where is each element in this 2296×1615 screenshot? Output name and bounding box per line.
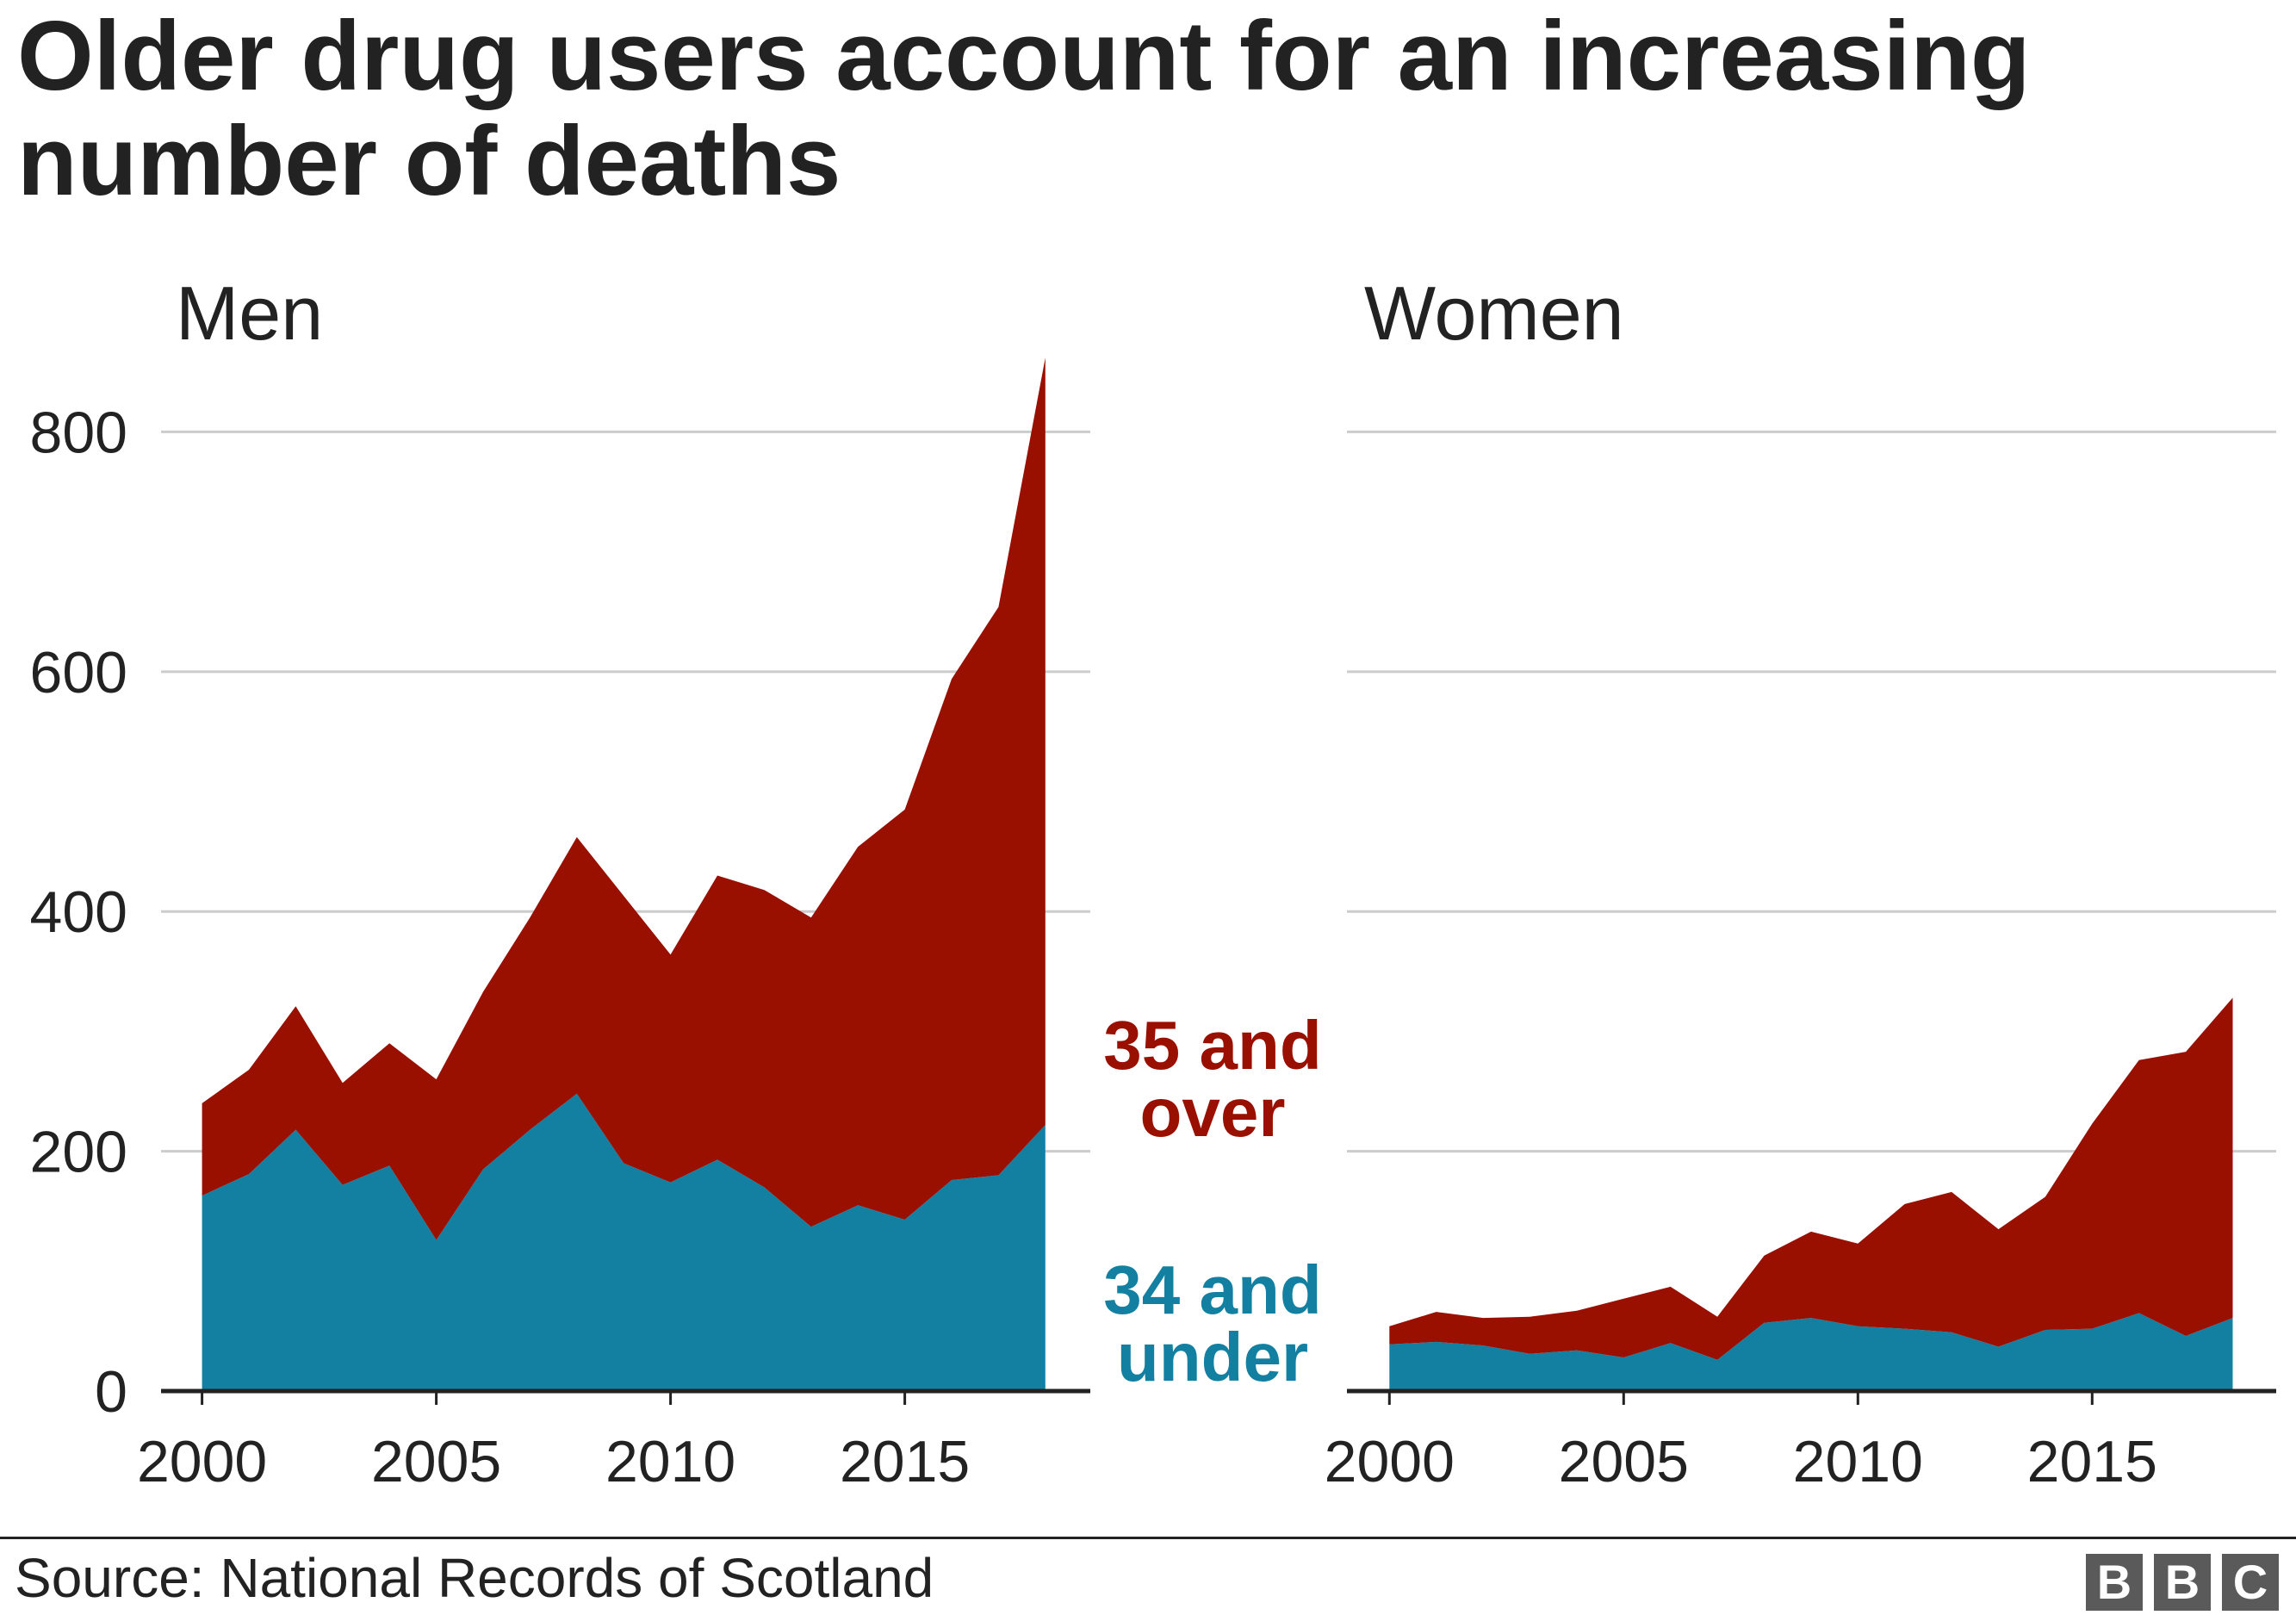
- y-tick-label-600: 600: [30, 640, 127, 705]
- y-tick-label-200: 200: [30, 1120, 127, 1185]
- x-tick-label-2010: 2010: [605, 1429, 735, 1494]
- area-35-and-over: [202, 357, 1046, 1240]
- series-label-34-and-under: 34 and under: [1103, 1252, 1322, 1395]
- x-tick-label-2000: 2000: [1325, 1429, 1455, 1494]
- x-tick-label-2015: 2015: [840, 1429, 970, 1494]
- y-tick-label-800: 800: [30, 400, 127, 465]
- x-tick-label-2005: 2005: [371, 1429, 501, 1494]
- chart-panel-men: 2000 2005 2010 2015 0 200 400 600 800: [30, 357, 1090, 1494]
- source-note: Source: National Records of Scotland: [15, 1547, 934, 1609]
- x-tick-label-2010: 2010: [1793, 1429, 1923, 1494]
- chart-panel-women: 2000 2005 2010 2015: [1325, 430, 2276, 1494]
- logo-letter-b-first: B: [2086, 1554, 2143, 1611]
- bbc-logo: B B C: [2086, 1554, 2279, 1611]
- logo-letter-b-second: B: [2154, 1554, 2211, 1611]
- y-tick-label-0: 0: [95, 1359, 127, 1425]
- x-tick-label-2015: 2015: [2027, 1429, 2157, 1494]
- series-label-35-and-over: 35 and over: [1103, 1007, 1322, 1151]
- chart-title: Older drug users account for an increasi…: [17, 2, 2031, 216]
- footer-divider: [0, 1537, 2296, 1539]
- x-tick-label-2000: 2000: [137, 1429, 267, 1494]
- logo-letter-c: C: [2222, 1554, 2279, 1611]
- panel-title-men: Men: [176, 270, 323, 356]
- x-tick-label-2005: 2005: [1559, 1429, 1689, 1494]
- area-35-and-over: [1389, 997, 2233, 1360]
- area-34-and-under: [202, 1093, 1046, 1391]
- panel-title-women: Women: [1364, 270, 1624, 356]
- area-34-and-under: [1389, 1313, 2233, 1391]
- y-tick-label-400: 400: [30, 879, 127, 945]
